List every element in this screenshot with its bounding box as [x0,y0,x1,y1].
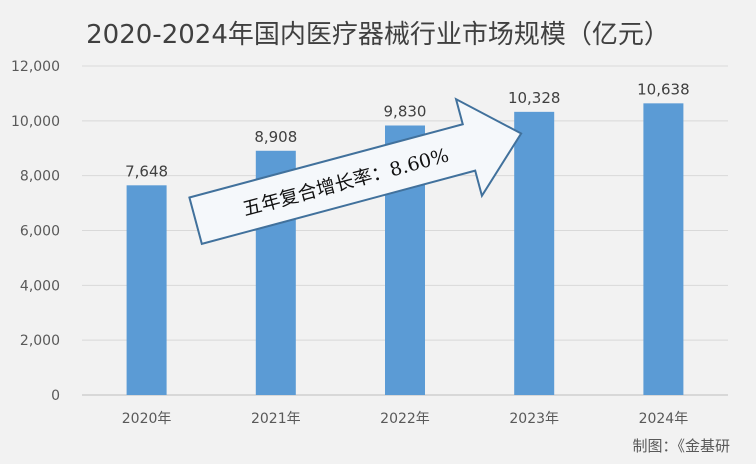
y-tick-label: 12,000 [11,59,60,75]
credit-text: 制图：《金基研 [632,437,730,455]
chart-title: 2020-2024年国内医疗器械行业市场规模（亿元） [86,20,670,50]
bar-value-label: 9,830 [384,102,427,120]
y-tick-label: 8,000 [20,169,60,185]
bar [514,111,555,395]
bar-value-label: 7,648 [125,162,168,180]
bar [643,103,684,396]
bar [126,185,167,395]
x-category-label: 2022年 [380,411,430,427]
growth-arrow-shape [188,97,523,246]
y-tick-label: 2,000 [20,333,60,349]
growth-arrow: 五年复合增长率：8.60% [188,97,523,246]
bar-value-label: 10,328 [508,89,561,107]
bar-value-label: 8,908 [254,128,297,146]
bar-value-label: 10,638 [637,80,690,98]
y-tick-label: 0 [51,388,60,404]
y-tick-label: 10,000 [11,114,60,130]
x-category-label: 2023年 [509,411,559,427]
y-tick-label: 6,000 [20,224,60,240]
x-category-label: 2020年 [122,411,172,427]
y-tick-label: 4,000 [20,278,60,294]
x-category-label: 2024年 [639,411,689,427]
x-category-label: 2021年 [251,411,301,427]
